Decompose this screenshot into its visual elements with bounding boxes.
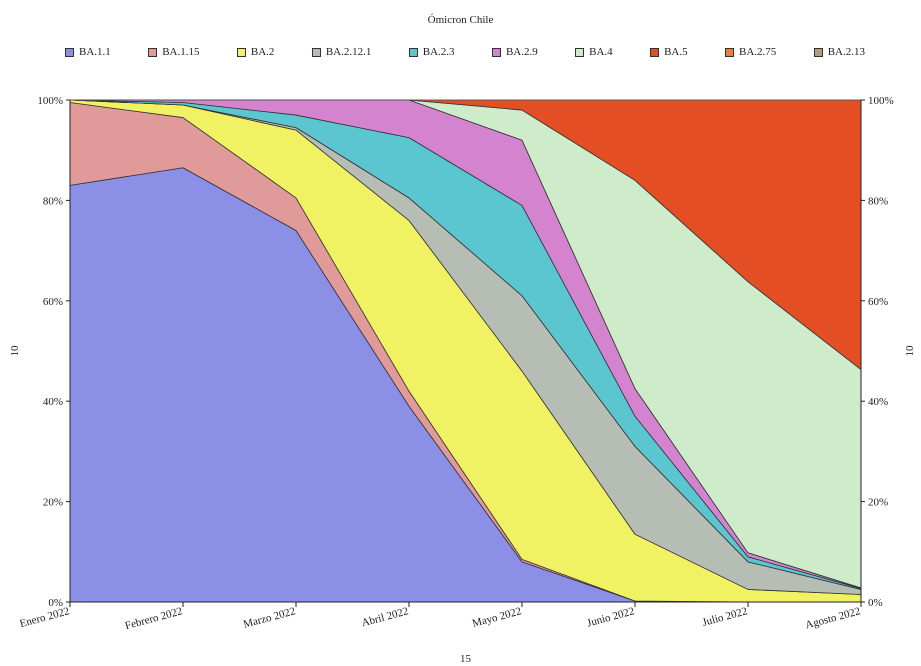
x-tick-label: Agosto 2022 <box>804 605 862 631</box>
y-tick-label-left: 100% <box>37 95 63 107</box>
legend-item-ba-2: BA.2 <box>236 46 275 58</box>
legend-item-ba-1-15: BA.1.15 <box>148 46 199 58</box>
legend-item-ba-2-3: BA.2.3 <box>408 46 455 58</box>
legend-item-ba-5: BA.5 <box>650 46 688 58</box>
y-tick-label-left: 40% <box>43 396 63 408</box>
legend-item-ba-2-9: BA.2.9 <box>491 46 538 58</box>
legend-swatch <box>408 47 418 57</box>
legend-item-ba-2-75: BA.2.75 <box>725 46 776 58</box>
legend-swatch <box>491 47 501 57</box>
x-tick-label: Junio 2022 <box>586 605 636 629</box>
y-tick-label-right: 20% <box>868 497 888 509</box>
y-tick-label-left: 80% <box>43 195 63 207</box>
y-tick-label-right: 100% <box>868 95 894 107</box>
y-tick-label-right: 60% <box>868 296 888 308</box>
legend-label: BA.2.75 <box>739 46 777 58</box>
legend-item-ba-2-12-1: BA.2.12.1 <box>311 46 372 58</box>
legend-label: BA.5 <box>664 46 688 58</box>
y-tick-label-left: 60% <box>43 296 63 308</box>
legend-swatch <box>236 47 246 57</box>
legend-item-ba-2-13: BA.2.13 <box>813 46 865 58</box>
legend-label: BA.1.1 <box>79 46 111 58</box>
legend-swatch <box>725 47 734 57</box>
legend-label: BA.4 <box>589 46 613 58</box>
x-axis-title: 15 <box>460 653 472 665</box>
y-axis-title: 10 <box>9 345 21 357</box>
y-tick-label-right: 40% <box>868 396 888 408</box>
y-tick-label-left: 0% <box>48 597 63 609</box>
chart-title: Ómicron Chile <box>427 14 494 26</box>
legend-label: BA.2.3 <box>422 46 455 58</box>
legend-item-ba-4: BA.4 <box>575 46 613 58</box>
legend-item-ba-1-1: BA.1.1 <box>65 46 111 58</box>
y2-axis-title: 10 <box>904 345 916 357</box>
x-tick-label: Abril 2022 <box>360 605 409 629</box>
y-tick-label-right: 0% <box>868 597 883 609</box>
x-tick-label: Febrero 2022 <box>124 605 184 632</box>
legend-swatch <box>575 47 585 57</box>
y-tick-label-left: 20% <box>43 497 63 509</box>
legend-swatch <box>311 47 321 57</box>
legend-swatch <box>650 47 660 57</box>
x-tick-label: Julio 2022 <box>701 605 749 629</box>
legend-label: BA.1.15 <box>162 46 200 58</box>
legend-swatch <box>813 47 823 57</box>
legend-label: BA.2.9 <box>505 46 538 58</box>
x-tick-label: Marzo 2022 <box>242 605 297 630</box>
x-tick-label: Mayo 2022 <box>471 605 523 630</box>
legend-swatch <box>148 47 158 57</box>
legend: BA.1.1 BA.1.15 BA.2 BA.2.12.1 BA.2.3 BA.2.9 BA… <box>65 46 865 58</box>
legend-label: BA.2 <box>250 46 275 58</box>
legend-label: BA.2.13 <box>827 46 865 58</box>
legend-swatch <box>65 47 74 57</box>
x-tick-label: Enero 2022 <box>18 605 70 630</box>
y-tick-label-right: 80% <box>868 195 888 207</box>
legend-label: BA.2.12.1 <box>325 46 372 58</box>
